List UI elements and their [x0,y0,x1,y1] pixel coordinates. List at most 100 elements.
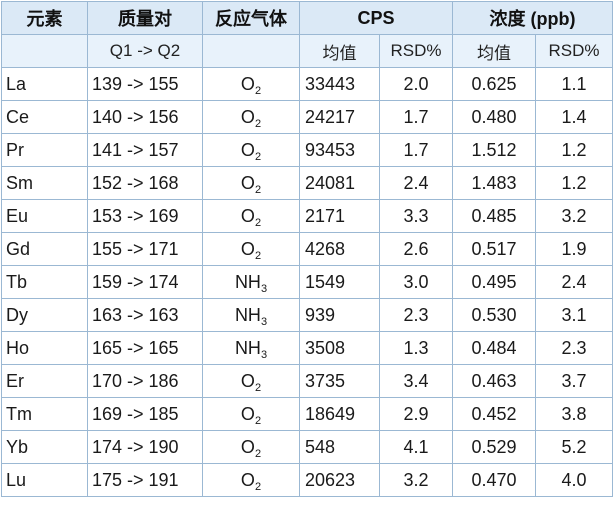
cell-conc-rsd: 4.0 [535,463,613,497]
cell-cps-rsd: 3.2 [378,463,454,497]
cell-conc-mean: 0.452 [452,397,537,431]
cell-conc-rsd: 2.4 [535,265,613,299]
cell-element: Ce [1,100,88,134]
cell-reaction-gas: O2 [202,430,300,464]
table-row: Er 170 -> 186 O2 3735 3.4 0.463 3.7 [1,364,613,398]
subheader-q1q2: Q1 -> Q2 [87,34,203,68]
cell-cps-rsd: 2.6 [378,232,454,266]
cell-conc-mean: 0.485 [452,199,537,233]
cell-element: Yb [1,430,88,464]
cell-conc-mean: 1.483 [452,166,537,200]
cell-mass-pair: 141 -> 157 [87,133,203,167]
cell-cps-rsd: 1.7 [378,133,454,167]
cell-reaction-gas: O2 [202,463,300,497]
cell-reaction-gas: O2 [202,166,300,200]
header-cps: CPS [298,1,454,35]
header-mass-pair: 质量对 [87,1,203,35]
cell-element: Er [1,364,88,398]
subheader-empty-element [1,34,88,68]
cell-cps-mean: 33443 [299,67,380,101]
gas-subscript: 2 [254,447,262,460]
cell-mass-pair: 153 -> 169 [87,199,203,233]
cell-element: Tm [1,397,88,431]
cell-reaction-gas: O2 [202,133,300,167]
cell-mass-pair: 163 -> 163 [87,298,203,332]
cell-mass-pair: 174 -> 190 [87,430,203,464]
cell-conc-rsd: 2.3 [535,331,613,365]
gas-formula: NH [234,271,261,292]
cell-cps-mean: 2171 [299,199,380,233]
header-row: 元素 质量对 反应气体 CPS 浓度 (ppb) [1,1,613,35]
cell-cps-rsd: 4.1 [378,430,454,464]
gas-formula: O [240,106,255,127]
subheader-conc-mean: 均值 [452,34,537,68]
gas-formula: O [240,205,255,226]
cell-mass-pair: 159 -> 174 [87,265,203,299]
table-row: La 139 -> 155 O2 33443 2.0 0.625 1.1 [1,67,613,101]
cell-cps-rsd: 1.7 [378,100,454,134]
cell-cps-mean: 4268 [299,232,380,266]
cell-reaction-gas: O2 [202,397,300,431]
cell-conc-rsd: 3.8 [535,397,613,431]
cell-cps-mean: 3508 [299,331,380,365]
cell-element: Eu [1,199,88,233]
cell-cps-rsd: 2.3 [378,298,454,332]
gas-formula: NH [234,337,261,358]
cell-cps-mean: 18649 [299,397,380,431]
gas-subscript: 2 [254,249,262,262]
cell-reaction-gas: O2 [202,364,300,398]
cell-reaction-gas: O2 [202,100,300,134]
cell-reaction-gas: NH3 [202,298,300,332]
gas-formula: O [240,73,255,94]
cell-conc-rsd: 1.2 [535,133,613,167]
table-row: Lu 175 -> 191 O2 20623 3.2 0.470 4.0 [1,463,613,497]
table-row: Tm 169 -> 185 O2 18649 2.9 0.452 3.8 [1,397,613,431]
table-row: Ho 165 -> 165 NH3 3508 1.3 0.484 2.3 [1,331,613,365]
gas-formula: O [240,238,255,259]
gas-formula: O [240,370,255,391]
cell-mass-pair: 140 -> 156 [87,100,203,134]
cell-conc-rsd: 1.1 [535,67,613,101]
table-row: Ce 140 -> 156 O2 24217 1.7 0.480 1.4 [1,100,613,134]
gas-subscript: 2 [254,480,262,493]
subheader-empty-gas [202,34,300,68]
gas-subscript: 3 [260,315,268,328]
cell-mass-pair: 170 -> 186 [87,364,203,398]
cell-conc-rsd: 3.7 [535,364,613,398]
cell-cps-rsd: 3.0 [378,265,454,299]
cell-element: Tb [1,265,88,299]
cell-conc-mean: 0.517 [452,232,537,266]
gas-formula: O [240,172,255,193]
cell-element: Pr [1,133,88,167]
cell-cps-mean: 1549 [299,265,380,299]
table-row: Pr 141 -> 157 O2 93453 1.7 1.512 1.2 [1,133,613,167]
cell-conc-rsd: 3.2 [535,199,613,233]
cell-cps-mean: 939 [299,298,380,332]
gas-formula: NH [234,304,261,325]
gas-subscript: 2 [254,381,262,394]
cell-conc-mean: 0.480 [452,100,537,134]
cell-cps-rsd: 2.9 [378,397,454,431]
header-element: 元素 [1,1,88,35]
cell-mass-pair: 152 -> 168 [87,166,203,200]
cell-conc-mean: 0.470 [452,463,537,497]
cell-cps-mean: 20623 [299,463,380,497]
cell-mass-pair: 165 -> 165 [87,331,203,365]
cell-conc-mean: 1.512 [452,133,537,167]
cell-mass-pair: 169 -> 185 [87,397,203,431]
cell-mass-pair: 139 -> 155 [87,67,203,101]
cell-mass-pair: 155 -> 171 [87,232,203,266]
cell-reaction-gas: O2 [202,199,300,233]
gas-formula: O [240,403,255,424]
cell-reaction-gas: NH3 [202,265,300,299]
cell-conc-mean: 0.484 [452,331,537,365]
gas-subscript: 2 [254,117,262,130]
cell-element: La [1,67,88,101]
cell-element: Dy [1,298,88,332]
gas-subscript: 3 [260,282,268,295]
gas-subscript: 2 [254,84,262,97]
cell-cps-mean: 93453 [299,133,380,167]
cell-cps-rsd: 3.3 [378,199,454,233]
table-row: Eu 153 -> 169 O2 2171 3.3 0.485 3.2 [1,199,613,233]
table-body: La 139 -> 155 O2 33443 2.0 0.625 1.1 Ce 140 -> 1… [1,67,613,497]
